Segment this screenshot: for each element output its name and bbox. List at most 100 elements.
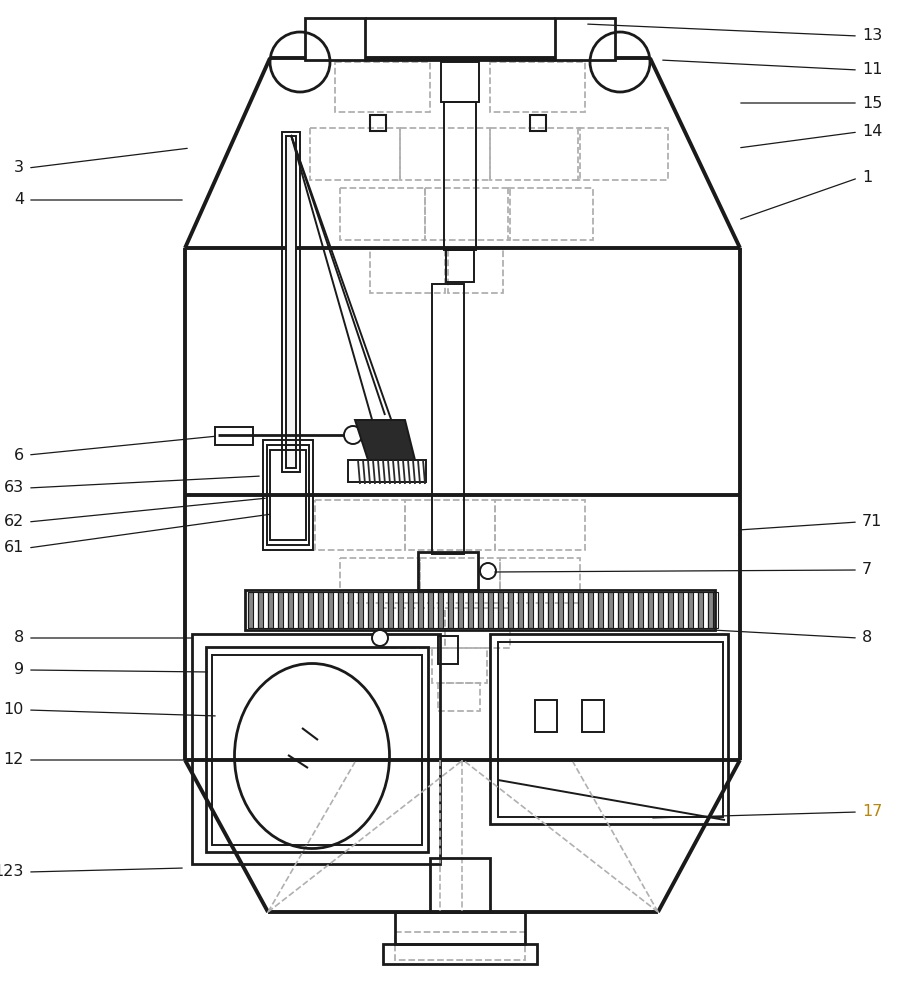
- Bar: [490, 128, 580, 180]
- Bar: [215, 427, 253, 445]
- Bar: [408, 592, 418, 628]
- Bar: [528, 592, 538, 628]
- Bar: [518, 592, 528, 628]
- Bar: [318, 592, 328, 628]
- Bar: [478, 592, 488, 628]
- Bar: [348, 592, 353, 628]
- Circle shape: [372, 630, 388, 646]
- Bar: [368, 592, 373, 628]
- Bar: [508, 592, 518, 628]
- Bar: [498, 592, 508, 628]
- Bar: [370, 115, 386, 131]
- Bar: [458, 592, 468, 628]
- Bar: [548, 592, 553, 628]
- Bar: [538, 592, 543, 628]
- Bar: [383, 944, 537, 964]
- Bar: [405, 500, 495, 550]
- Bar: [458, 592, 463, 628]
- Bar: [438, 636, 458, 664]
- Bar: [338, 592, 343, 628]
- Bar: [328, 592, 333, 628]
- Bar: [598, 592, 603, 628]
- Bar: [378, 592, 383, 628]
- Bar: [270, 450, 306, 540]
- Text: 8: 8: [862, 631, 872, 646]
- Bar: [448, 592, 453, 628]
- Bar: [648, 592, 658, 628]
- Bar: [268, 592, 278, 628]
- Bar: [418, 592, 423, 628]
- Bar: [338, 592, 348, 628]
- Bar: [638, 592, 643, 628]
- Bar: [388, 592, 393, 628]
- Bar: [400, 128, 490, 180]
- Bar: [608, 592, 618, 628]
- Bar: [478, 592, 483, 628]
- Polygon shape: [355, 420, 415, 460]
- Bar: [490, 634, 728, 824]
- Bar: [668, 592, 673, 628]
- Bar: [582, 700, 604, 732]
- Bar: [380, 608, 445, 648]
- Bar: [298, 592, 303, 628]
- Bar: [488, 592, 493, 628]
- Bar: [318, 592, 323, 628]
- Bar: [538, 592, 548, 628]
- Bar: [588, 592, 598, 628]
- Bar: [245, 590, 715, 630]
- Bar: [432, 648, 487, 683]
- Bar: [428, 592, 438, 628]
- Bar: [268, 592, 273, 628]
- Bar: [278, 592, 288, 628]
- Bar: [628, 592, 633, 628]
- Bar: [340, 188, 425, 240]
- Bar: [348, 592, 358, 628]
- Bar: [445, 608, 510, 648]
- Bar: [298, 592, 308, 628]
- Bar: [310, 128, 400, 180]
- Bar: [608, 592, 613, 628]
- Bar: [212, 655, 422, 845]
- Bar: [308, 592, 318, 628]
- Bar: [388, 592, 398, 628]
- Bar: [468, 592, 478, 628]
- Bar: [420, 558, 500, 603]
- Bar: [248, 592, 258, 628]
- Text: 63: 63: [4, 481, 24, 495]
- Bar: [508, 188, 593, 240]
- Text: 9: 9: [14, 662, 24, 678]
- Bar: [490, 62, 585, 112]
- Bar: [498, 642, 723, 817]
- Bar: [618, 592, 628, 628]
- Bar: [518, 592, 523, 628]
- Bar: [568, 592, 578, 628]
- Bar: [258, 592, 268, 628]
- Bar: [698, 592, 703, 628]
- Bar: [658, 592, 668, 628]
- Bar: [448, 592, 458, 628]
- Bar: [258, 592, 263, 628]
- Text: 7: 7: [862, 562, 872, 578]
- Text: 17: 17: [862, 804, 882, 820]
- Bar: [555, 18, 615, 60]
- Bar: [678, 592, 683, 628]
- Text: 8: 8: [14, 631, 24, 646]
- Bar: [568, 592, 573, 628]
- Bar: [488, 592, 498, 628]
- Bar: [588, 592, 593, 628]
- Text: 3: 3: [14, 160, 24, 176]
- Bar: [708, 592, 718, 628]
- Bar: [418, 592, 428, 628]
- Bar: [495, 500, 585, 550]
- Circle shape: [344, 426, 362, 444]
- Bar: [558, 592, 563, 628]
- Bar: [500, 558, 580, 603]
- Text: 62: 62: [4, 514, 24, 530]
- Bar: [398, 592, 408, 628]
- Bar: [498, 592, 503, 628]
- Bar: [438, 683, 480, 711]
- Text: 1: 1: [862, 170, 872, 186]
- Bar: [558, 592, 568, 628]
- Bar: [432, 284, 464, 554]
- Bar: [263, 440, 313, 550]
